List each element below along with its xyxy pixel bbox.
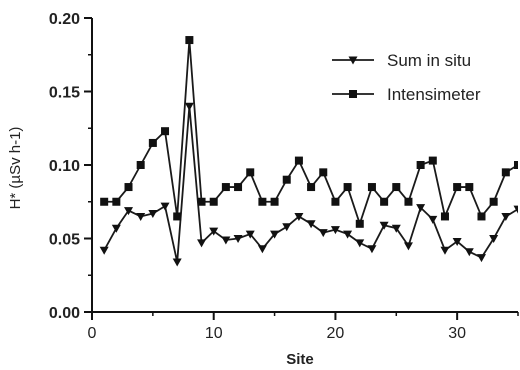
data-point-sum-in-situ: [489, 235, 499, 243]
data-point-sum-in-situ: [99, 246, 109, 255]
data-point-sum-in-situ: [172, 258, 182, 267]
data-point-intensimeter: [343, 183, 352, 192]
data-point-intensimeter: [367, 183, 376, 192]
data-point-intensimeter: [465, 183, 474, 192]
data-point-sum-in-situ: [428, 215, 438, 224]
data-point-intensimeter: [453, 183, 462, 192]
data-point-sum-in-situ: [464, 248, 474, 257]
data-point-sum-in-situ: [379, 221, 389, 230]
data-point-intensimeter: [416, 161, 425, 169]
y-tick-label: 0.05: [49, 232, 80, 249]
data-point-sum-in-situ: [367, 245, 377, 254]
axis-ticks: 0.00 0.05 0.10 0.15 0.20 0 10 20 30: [49, 11, 519, 342]
y-tick-label: 0.15: [49, 85, 80, 102]
data-point-intensimeter: [380, 197, 389, 206]
legend-label: Sum in situ: [387, 51, 471, 70]
y-axis-title: H* (µSv h-1): [7, 127, 24, 210]
y-tick-label: 0.00: [49, 305, 80, 322]
data-point-sum-in-situ: [221, 236, 231, 245]
data-point-sum-in-situ: [355, 239, 365, 248]
data-point-sum-in-situ: [501, 212, 511, 221]
data-point-sum-in-situ: [391, 224, 401, 233]
data-point-intensimeter: [100, 197, 109, 206]
data-point-sum-in-situ: [197, 239, 207, 248]
legend: Sum in situ Intensimeter: [332, 51, 481, 104]
data-point-sum-in-situ: [124, 207, 134, 216]
data-point-sum-in-situ: [245, 230, 255, 239]
data-point-intensimeter: [404, 197, 413, 206]
data-point-intensimeter: [197, 197, 206, 206]
data-point-intensimeter: [514, 161, 518, 169]
data-point-sum-in-situ: [416, 204, 426, 213]
data-point-intensimeter: [428, 156, 437, 165]
data-point-sum-in-situ: [294, 212, 304, 221]
y-tick-label: 0.10: [49, 158, 80, 175]
data-point-sum-in-situ: [476, 254, 486, 263]
x-tick-label: 30: [448, 325, 466, 342]
x-axis-title: Site: [286, 351, 314, 368]
series-lines: [103, 39, 518, 263]
data-point-intensimeter: [282, 175, 291, 184]
data-point-intensimeter: [319, 168, 328, 177]
data-point-intensimeter: [234, 183, 243, 192]
data-point-intensimeter: [477, 212, 486, 221]
data-point-sum-in-situ: [270, 230, 280, 239]
data-point-intensimeter: [173, 212, 182, 221]
data-point-sum-in-situ: [148, 210, 158, 219]
data-point-intensimeter: [489, 197, 498, 206]
x-tick-label: 20: [327, 325, 345, 342]
data-point-sum-in-situ: [306, 220, 316, 229]
data-point-intensimeter: [161, 127, 170, 136]
series-markers: [99, 36, 518, 267]
data-point-sum-in-situ: [233, 235, 243, 243]
data-point-sum-in-situ: [513, 205, 518, 214]
data-point-intensimeter: [209, 197, 218, 206]
data-point-sum-in-situ: [282, 223, 292, 232]
data-point-intensimeter: [258, 197, 267, 206]
data-point-intensimeter: [294, 156, 303, 165]
data-point-intensimeter: [246, 168, 255, 177]
data-point-sum-in-situ: [318, 229, 328, 238]
x-tick-label: 0: [88, 325, 97, 342]
data-point-intensimeter: [392, 183, 401, 192]
data-point-sum-in-situ: [452, 237, 462, 246]
data-point-sum-in-situ: [111, 224, 121, 233]
data-point-intensimeter: [307, 183, 316, 192]
data-point-intensimeter: [440, 212, 449, 221]
legend-marker: [348, 56, 358, 65]
data-point-intensimeter: [331, 197, 340, 206]
data-point-sum-in-situ: [440, 246, 450, 255]
y-tick-label: 0.20: [49, 11, 80, 28]
data-point-sum-in-situ: [330, 226, 340, 235]
data-point-intensimeter: [112, 197, 121, 206]
data-point-sum-in-situ: [160, 202, 170, 211]
data-point-sum-in-situ: [257, 245, 267, 254]
data-point-sum-in-situ: [209, 227, 219, 236]
data-point-intensimeter: [124, 183, 133, 192]
data-point-intensimeter: [185, 36, 194, 45]
data-point-intensimeter: [136, 161, 145, 169]
data-point-intensimeter: [148, 138, 157, 147]
legend-label: Intensimeter: [387, 85, 481, 104]
data-point-intensimeter: [355, 219, 364, 228]
data-point-sum-in-situ: [136, 212, 146, 221]
legend-marker: [349, 90, 357, 98]
x-tick-label: 10: [205, 325, 223, 342]
data-point-intensimeter: [270, 197, 279, 206]
data-point-sum-in-situ: [343, 230, 353, 239]
data-point-intensimeter: [221, 183, 230, 192]
data-point-intensimeter: [501, 168, 510, 177]
data-point-sum-in-situ: [403, 242, 413, 251]
data-point-sum-in-situ: [184, 102, 194, 111]
